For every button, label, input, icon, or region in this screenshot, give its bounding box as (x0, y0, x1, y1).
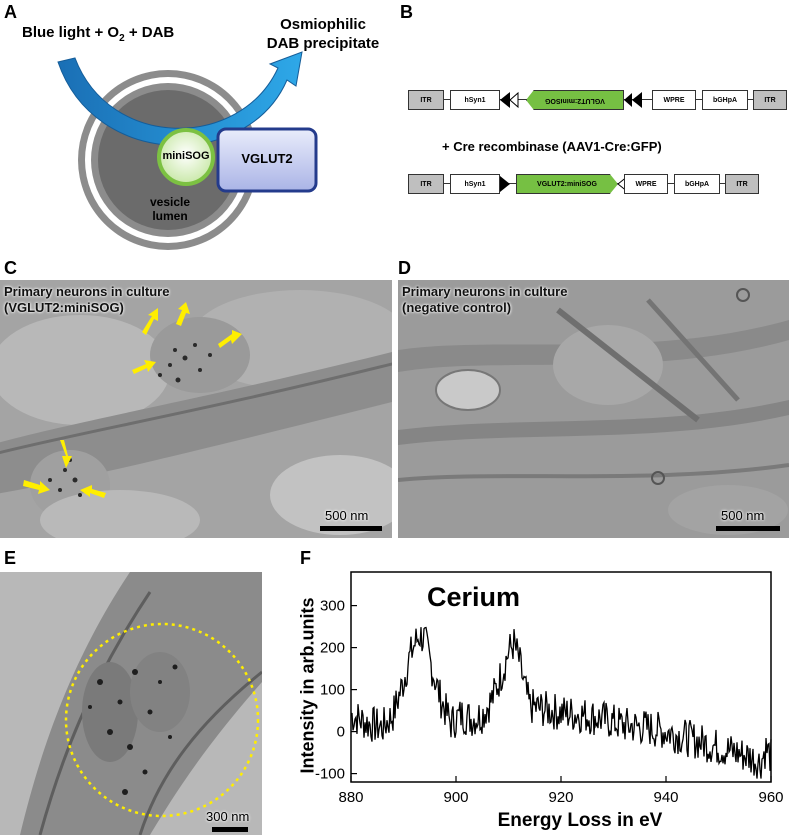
bghpa-box: bGHpA (674, 174, 720, 194)
itr-box-end: ITR (725, 174, 759, 194)
vglut2-box (216, 127, 318, 193)
panel-c-scalebar-label: 500 nm (325, 508, 369, 523)
vesicle-line-1: vesicle (149, 195, 191, 209)
lox-sites-left-1 (500, 91, 519, 109)
panel-label-b: B (400, 2, 413, 22)
vesicle-diagram (57, 51, 318, 250)
yellow-arrows (23, 302, 242, 498)
panel-c-caption: Primary neurons in culture (VGLUT2:miniS… (4, 284, 169, 316)
chart-annotation-cerium: Cerium (427, 582, 521, 612)
em-texture-c (0, 280, 392, 538)
osmiophilic-line-1: Osmiophilic (280, 16, 366, 33)
y-tick-label: 200 (320, 640, 345, 657)
itr-box-end: ITR (753, 90, 787, 110)
y-tick-label: 300 (320, 598, 345, 615)
vglut2-minisog-box: VGLUT2:miniSOG (516, 174, 618, 194)
panel-label-e: E (4, 548, 17, 568)
x-tick-label: 880 (338, 789, 363, 806)
lox-sites-right-1 (624, 92, 642, 108)
panel-d-caption-line-2: (negative control) (402, 300, 512, 315)
y-tick-label: -100 (315, 766, 345, 783)
eels-spectrum-svg: 880 900 920 940 960 -100 0 100 200 300 (315, 571, 784, 806)
spectrum-line (350, 626, 772, 779)
vglut2-minisog-inverted-box: VGLUT2:miniSOG (526, 90, 624, 110)
wpre-box: WPRE (624, 174, 668, 194)
lox-site-left-2 (500, 176, 510, 192)
panel-a-schematic: Blue light + O2 + DAB Osmiophilic DAB pr… (0, 0, 395, 250)
cre-recombinase-label: + Cre recombinase (AAV1-Cre:GFP) (442, 139, 662, 154)
chart-x-axis-label: Energy Loss in eV (497, 810, 663, 831)
panel-c-em-image: Primary neurons in culture (VGLUT2:miniS… (0, 280, 392, 538)
panel-d-em-image: Primary neurons in culture (negative con… (398, 280, 789, 538)
panel-d-caption-line-1: Primary neurons in culture (402, 284, 568, 299)
blue-light-arrow (57, 51, 303, 146)
x-tick-label: 940 (653, 789, 678, 806)
panel-e-scalebar (212, 827, 248, 832)
blue-light-label: Blue light + O2 + DAB (22, 24, 174, 44)
vesicle-line-2: lumen (152, 209, 188, 223)
vglut2-label: VGLUT2 (241, 151, 293, 166)
y-tick-label: 100 (320, 682, 345, 699)
em-texture-d (398, 280, 789, 538)
vesicle-lumen-label: vesicle lumen (140, 195, 200, 223)
panel-d-scalebar (716, 526, 780, 531)
o2-subscript: 2 (119, 33, 125, 44)
bghpa-box: bGHpA (702, 90, 748, 110)
panel-label-c: C (4, 258, 17, 278)
minisog-label: miniSOG (162, 150, 210, 162)
panel-e-scalebar-label: 300 nm (206, 809, 250, 824)
panel-label-d: D (398, 258, 411, 278)
y-tick-label: 0 (337, 724, 345, 741)
hsyn1-box: hSyn1 (450, 174, 500, 194)
panel-c-caption-line-1: Primary neurons in culture (4, 284, 170, 299)
panel-d-scalebar-label: 500 nm (721, 508, 765, 523)
x-tick-label: 960 (758, 789, 783, 806)
panel-f-chart: 880 900 920 940 960 -100 0 100 200 300 Cerium Ene… (290, 560, 789, 837)
minisog-circle (157, 128, 215, 186)
panel-d-caption: Primary neurons in culture (negative con… (402, 284, 567, 316)
dab-text: + DAB (124, 24, 175, 41)
osmiophilic-line-2: DAB precipitate (266, 35, 380, 52)
yellow-dotted-circle (64, 622, 260, 818)
plot-frame (350, 571, 772, 783)
construct-2: ITR hSyn1 VGLUT2:miniSOG WPRE bGHpA ITR (408, 174, 763, 194)
blue-light-text: Blue light + O (22, 24, 120, 41)
hsyn1-box: hSyn1 (450, 90, 500, 110)
wpre-box: WPRE (652, 90, 696, 110)
panel-e-em-image: 300 nm (0, 572, 262, 835)
panel-label-a: A (4, 2, 17, 22)
construct-1: ITR hSyn1 VGLUT2:miniSOG WPRE bGHpA ITR (408, 90, 787, 110)
panel-label-f: F (300, 548, 311, 568)
vglut2-minisog-inverted-text: VGLUT2:miniSOG (545, 96, 605, 104)
itr-box: ITR (408, 174, 444, 194)
chart-y-axis-label: Intensity in arb.units (297, 597, 318, 774)
x-tick-label: 920 (548, 789, 573, 806)
panel-c-scalebar (320, 526, 382, 531)
x-tick-label: 900 (443, 789, 468, 806)
osmiophilic-label: Osmiophilic DAB precipitate (258, 15, 388, 53)
em-texture-e (0, 572, 262, 835)
panel-c-caption-line-2: (VGLUT2:miniSOG) (4, 300, 124, 315)
itr-box: ITR (408, 90, 444, 110)
